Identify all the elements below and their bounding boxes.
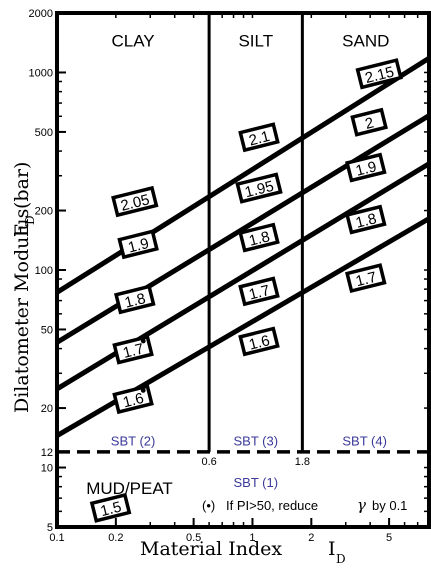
gamma-box: 1.8 (345, 204, 387, 235)
gamma-value: 1.7 (354, 269, 378, 291)
y-axis-unit: (bar) (11, 162, 33, 209)
note-text: If PI>50, reduce (226, 498, 318, 513)
y-axis-label: Dilatometer Modulus (11, 209, 33, 413)
gamma-value: 1.6 (247, 332, 271, 354)
gamma-box-frame (235, 172, 283, 204)
y-tick-label: 200 (35, 206, 53, 218)
gamma-box-frame (113, 284, 156, 315)
y-tick-label: 100 (35, 265, 53, 277)
gamma-box-frame (238, 122, 280, 153)
gamma-box: 1.7 (345, 263, 387, 294)
gamma-boxes: 2.05 1.9 1.8 1.7 1.6 2.1 1.95 1.8 1.7 1.6 2.15 2 1.9… (89, 58, 403, 523)
gamma-box: 1.6 (238, 326, 280, 357)
gamma-box-frame (111, 185, 159, 218)
gamma-value: 1.8 (354, 210, 378, 232)
y-tick-label: 12 (41, 447, 53, 459)
gamma-box: 1.8 (238, 222, 280, 253)
x-axis-subscript: D (336, 552, 346, 566)
y-tick-label: 1000 (29, 67, 53, 79)
y-tick-label: 500 (35, 127, 53, 139)
series-line (55, 56, 431, 295)
gamma-value: 1.9 (126, 235, 150, 257)
gamma-box-frame (345, 204, 387, 235)
gamma-box-frame (112, 384, 154, 415)
gamma-box: 1.9 (117, 229, 159, 260)
sbt-label: SBT (4) (342, 434, 387, 449)
gamma-value: 2.1 (247, 128, 271, 150)
gamma-box-frame (238, 222, 280, 253)
gamma-box: 1.7 (238, 276, 280, 307)
sbt-labels: SBT (2) SBT (3) SBT (4) SBT (1) (111, 434, 387, 490)
gamma-box-frame (345, 263, 387, 294)
pi-marker (140, 338, 146, 344)
gamma-value: 1.7 (121, 340, 145, 362)
gamma-value: 1.6 (121, 390, 145, 412)
gamma-box-frame (238, 326, 280, 357)
sbt-label: SBT (2) (111, 434, 156, 449)
gamma-box-frame (355, 58, 403, 90)
x-tick-label: 5 (386, 532, 392, 544)
y-tick-label: 5 (47, 522, 53, 534)
gamma-box: 1.7 (112, 334, 154, 365)
gamma-value: 1.8 (247, 228, 271, 250)
gamma-value: 1.95 (243, 178, 275, 202)
gamma-box-frame (117, 229, 159, 260)
gamma-box-frame (238, 276, 280, 307)
gamma-value: 1.5 (99, 499, 123, 521)
note-symbol: γ (357, 496, 366, 514)
gamma-box: 1.9 (345, 152, 387, 183)
gamma-box: 1.95 (235, 172, 283, 204)
zone-labels: CLAY SILT SAND MUD/PEAT (86, 32, 389, 498)
x-axis-symbol: I (328, 538, 336, 560)
series-line (55, 216, 431, 438)
pi-marker (140, 387, 146, 393)
note-suffix: by 0.1 (372, 498, 407, 513)
gamma-value: 2 (363, 114, 375, 133)
y-axis-subscript: D (23, 215, 37, 225)
gamma-box-frame (112, 334, 154, 365)
gamma-box-frame (89, 492, 132, 523)
boundary-label: 1.8 (295, 456, 310, 468)
x-axis-label: Material Index (140, 538, 282, 560)
sbt-label: SBT (1) (234, 475, 279, 490)
note-marker: (•) (202, 498, 215, 513)
zone-label: SAND (342, 32, 389, 51)
x-tick-label: 2 (308, 532, 314, 544)
x-tick-label: 0.2 (108, 532, 123, 544)
x-tick-label: 1 (249, 532, 255, 544)
zone-label: CLAY (111, 32, 154, 51)
zone-label: MUD/PEAT (86, 479, 173, 498)
gamma-box-frame (350, 107, 388, 137)
gamma-box: 2.05 (111, 185, 159, 218)
gamma-box: 1.8 (113, 284, 156, 315)
gamma-value: 2.15 (363, 63, 395, 87)
x-tick-label: 0.5 (186, 532, 201, 544)
gamma-value: 1.7 (247, 282, 271, 304)
gamma-value: 1.8 (123, 290, 147, 312)
y-tick-label: 20 (41, 403, 53, 415)
gamma-box-frame (345, 152, 387, 183)
gamma-value: 1.9 (354, 158, 378, 180)
x-tick-label: 0.1 (49, 532, 64, 544)
boundary-label: 0.6 (201, 456, 216, 468)
gamma-value: 2.05 (119, 191, 151, 215)
gamma-box: 2 (350, 107, 388, 137)
sbt-label: SBT (3) (234, 434, 279, 449)
gamma-box: 1.6 (112, 384, 154, 415)
gamma-box: 2.1 (238, 122, 280, 153)
y-tick-label: 2000 (29, 8, 53, 20)
gamma-box: 2.15 (355, 58, 403, 90)
y-tick-label: 10 (41, 463, 53, 475)
y-axis-symbol: E (11, 223, 33, 237)
y-tick-label: 50 (41, 324, 53, 336)
gamma-box: 1.5 (89, 492, 132, 523)
zone-boundaries: 0.6 1.8 (57, 13, 429, 468)
zone-label: SILT (238, 32, 273, 51)
